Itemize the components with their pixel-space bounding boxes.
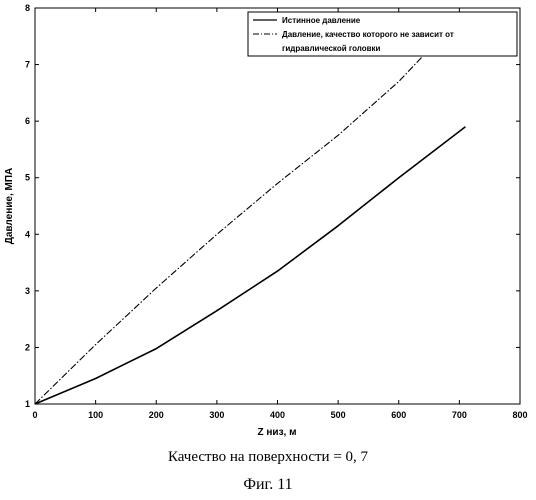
y-tick-label: 1 (25, 399, 30, 409)
legend: Истинное давление Давление, качество кот… (248, 12, 517, 56)
y-tick-label: 8 (25, 3, 30, 13)
series-line-true-pressure (35, 127, 465, 404)
x-tick-label: 300 (209, 410, 224, 420)
y-tick-label: 2 (25, 342, 30, 352)
legend-label-true-pressure: Истинное давление (282, 16, 361, 25)
y-tick-label: 5 (25, 173, 30, 183)
pressure-chart: 0 100 200 300 400 500 600 700 800 1 2 3 4 5 6 7 8 Z низ… (0, 0, 536, 445)
x-tick-label: 100 (88, 410, 103, 420)
legend-label-independent-pressure-cont: гидравлической головки (282, 44, 381, 53)
chart-caption: Качество на поверхности = 0, 7 (0, 449, 536, 466)
x-tick-label: 200 (149, 410, 164, 420)
y-tick-label: 7 (25, 60, 30, 70)
y-axis-label: Давление, МПА (4, 168, 15, 245)
x-tick-label: 500 (331, 410, 346, 420)
y-tick-label: 3 (25, 286, 30, 296)
x-tick-label: 700 (452, 410, 467, 420)
x-tick-label: 600 (391, 410, 406, 420)
y-axis-ticks: 1 2 3 4 5 6 7 8 (25, 3, 520, 409)
x-axis-ticks: 0 100 200 300 400 500 600 700 800 (32, 8, 527, 420)
series-layer (35, 34, 465, 405)
plot-frame (35, 8, 520, 404)
series-line-independent-pressure (35, 34, 444, 405)
x-tick-label: 800 (512, 410, 527, 420)
y-tick-label: 4 (25, 229, 30, 239)
x-tick-label: 400 (270, 410, 285, 420)
figure-number: Фиг. 11 (0, 476, 536, 494)
x-axis-label: Z низ, м (258, 427, 297, 438)
legend-label-independent-pressure: Давление, качество которого не зависит о… (282, 30, 454, 39)
x-tick-label: 0 (32, 410, 37, 420)
y-tick-label: 6 (25, 116, 30, 126)
